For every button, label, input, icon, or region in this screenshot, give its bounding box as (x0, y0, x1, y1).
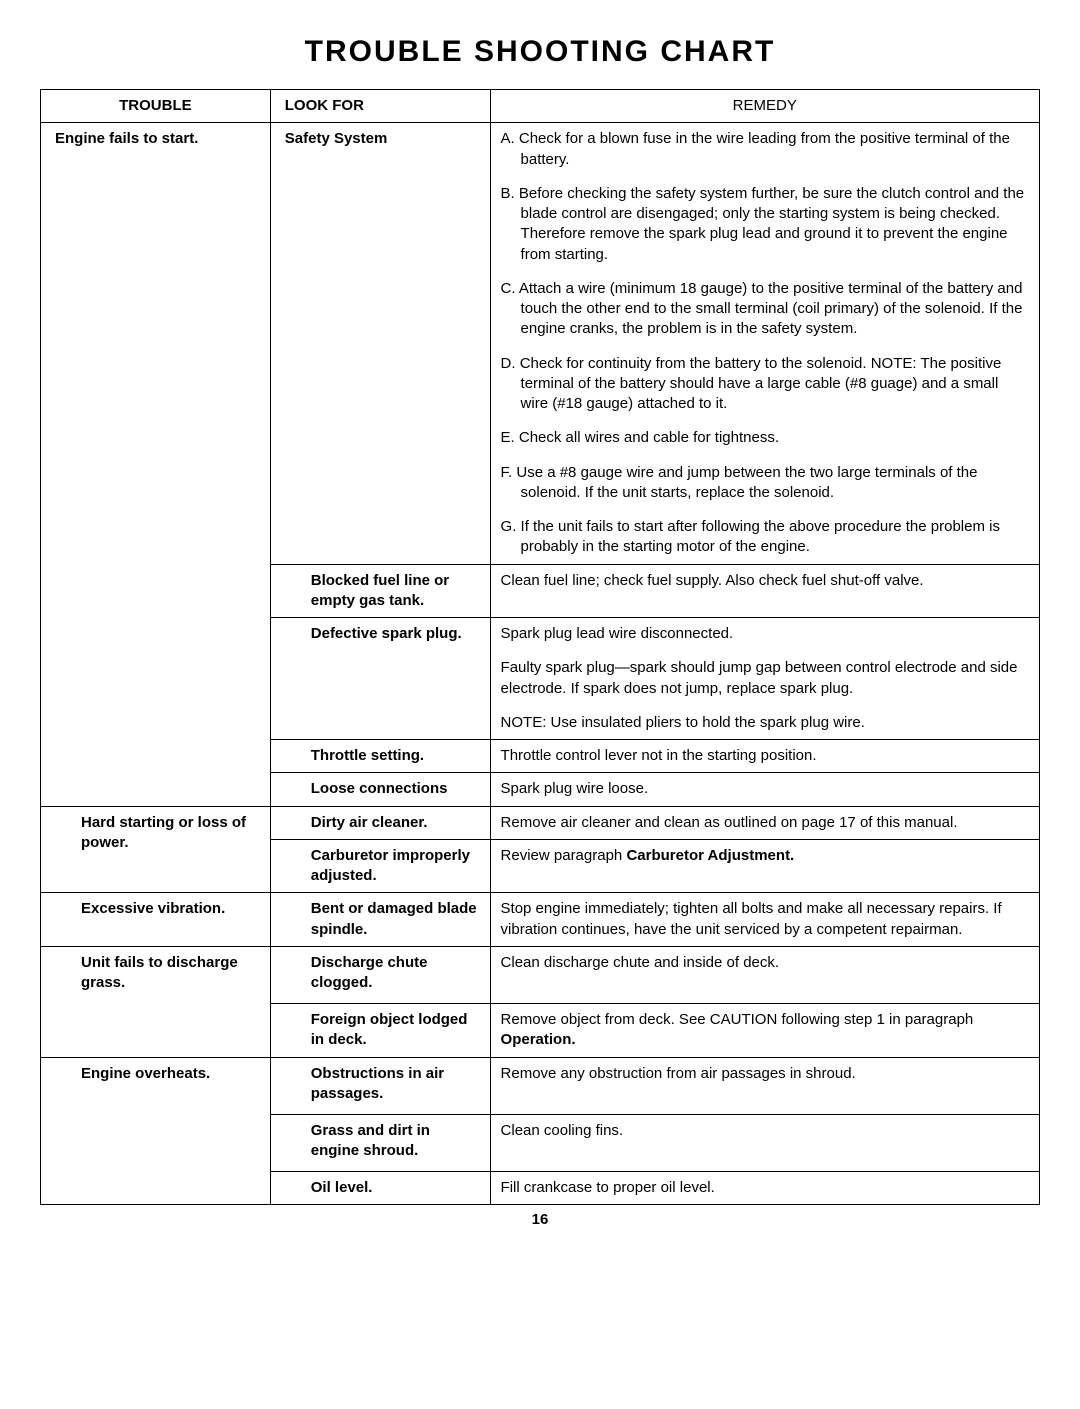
lookfor-cell: Oil level. (270, 1172, 490, 1205)
troubleshooting-table: TROUBLE LOOK FOR REMEDY Engine fails to … (40, 89, 1040, 1205)
remedy-cell: A. Check for a blown fuse in the wire le… (490, 123, 1039, 564)
remedy-cell: Review paragraph Carburetor Adjustment. (490, 839, 1039, 893)
remedy-cell: Clean fuel line; check fuel supply. Also… (490, 564, 1039, 618)
table-row: Engine fails to start. Safety System A. … (41, 123, 1040, 564)
table-row: Excessive vibration. Bent or damaged bla… (41, 893, 1040, 947)
page-title: TROUBLE SHOOTING CHART (40, 35, 1040, 69)
table-row: Unit fails to discharge grass. Discharge… (41, 946, 1040, 1003)
remedy-item: Remove object from deck. See CAUTION fol… (501, 1010, 1029, 1051)
remedy-cell: Remove object from deck. See CAUTION fol… (490, 1004, 1039, 1058)
header-remedy: REMEDY (490, 90, 1039, 123)
remedy-item: Clean discharge chute and inside of deck… (501, 953, 1029, 973)
remedy-item: G. If the unit fails to start after foll… (501, 517, 1029, 558)
remedy-cell: Clean cooling fins. (490, 1114, 1039, 1171)
remedy-item: B. Before checking the safety system fur… (501, 184, 1029, 265)
lookfor-cell: Grass and dirt in engine shroud. (270, 1114, 490, 1171)
remedy-cell: Spark plug lead wire disconnected. Fault… (490, 618, 1039, 740)
remedy-cell: Stop engine immediately; tighten all bol… (490, 893, 1039, 947)
lookfor-cell: Safety System (270, 123, 490, 564)
trouble-cell: Hard starting or loss of power. (41, 806, 271, 893)
remedy-item: E. Check all wires and cable for tightne… (501, 428, 1029, 448)
lookfor-cell: Dirty air cleaner. (270, 806, 490, 839)
remedy-item: Spark plug lead wire disconnected. (501, 624, 1029, 644)
header-trouble: TROUBLE (41, 90, 271, 123)
trouble-cell: Excessive vibration. (41, 893, 271, 947)
remedy-item: A. Check for a blown fuse in the wire le… (501, 129, 1029, 170)
remedy-cell: Throttle control lever not in the starti… (490, 740, 1039, 773)
table-header-row: TROUBLE LOOK FOR REMEDY (41, 90, 1040, 123)
table-row: Engine overheats. Obstructions in air pa… (41, 1057, 1040, 1114)
trouble-cell: Engine fails to start. (41, 123, 271, 806)
remedy-item: Fill crankcase to proper oil level. (501, 1178, 1029, 1198)
remedy-item: Remove any obstruction from air passages… (501, 1064, 1029, 1084)
lookfor-cell: Loose connections (270, 773, 490, 806)
remedy-item: Clean fuel line; check fuel supply. Also… (501, 571, 1029, 591)
trouble-cell: Unit fails to discharge grass. (41, 946, 271, 1057)
remedy-item: Review paragraph Carburetor Adjustment. (501, 846, 1029, 866)
remedy-item: Throttle control lever not in the starti… (501, 746, 1029, 766)
remedy-cell: Remove air cleaner and clean as outlined… (490, 806, 1039, 839)
remedy-item: Clean cooling fins. (501, 1121, 1029, 1141)
remedy-item: NOTE: Use insulated pliers to hold the s… (501, 713, 1029, 733)
remedy-item: Faulty spark plug—spark should jump gap … (501, 658, 1029, 699)
lookfor-cell: Blocked fuel line or empty gas tank. (270, 564, 490, 618)
trouble-cell: Engine overheats. (41, 1057, 271, 1205)
remedy-cell: Spark plug wire loose. (490, 773, 1039, 806)
lookfor-cell: Foreign object lodged in deck. (270, 1004, 490, 1058)
remedy-item: Stop engine immediately; tighten all bol… (501, 899, 1029, 940)
lookfor-cell: Defective spark plug. (270, 618, 490, 740)
lookfor-cell: Obstructions in air passages. (270, 1057, 490, 1114)
table-row: Hard starting or loss of power. Dirty ai… (41, 806, 1040, 839)
header-lookfor: LOOK FOR (270, 90, 490, 123)
remedy-cell: Clean discharge chute and inside of deck… (490, 946, 1039, 1003)
remedy-item: F. Use a #8 gauge wire and jump between … (501, 463, 1029, 504)
remedy-cell: Fill crankcase to proper oil level. (490, 1172, 1039, 1205)
remedy-item: Spark plug wire loose. (501, 779, 1029, 799)
lookfor-cell: Discharge chute clogged. (270, 946, 490, 1003)
remedy-item: Remove air cleaner and clean as outlined… (501, 813, 1029, 833)
page-number: 16 (40, 1211, 1040, 1228)
lookfor-cell: Carburetor improperly adjusted. (270, 839, 490, 893)
remedy-cell: Remove any obstruction from air passages… (490, 1057, 1039, 1114)
remedy-item: D. Check for continuity from the battery… (501, 354, 1029, 415)
remedy-item: C. Attach a wire (minimum 18 gauge) to t… (501, 279, 1029, 340)
lookfor-cell: Throttle setting. (270, 740, 490, 773)
lookfor-cell: Bent or damaged blade spindle. (270, 893, 490, 947)
